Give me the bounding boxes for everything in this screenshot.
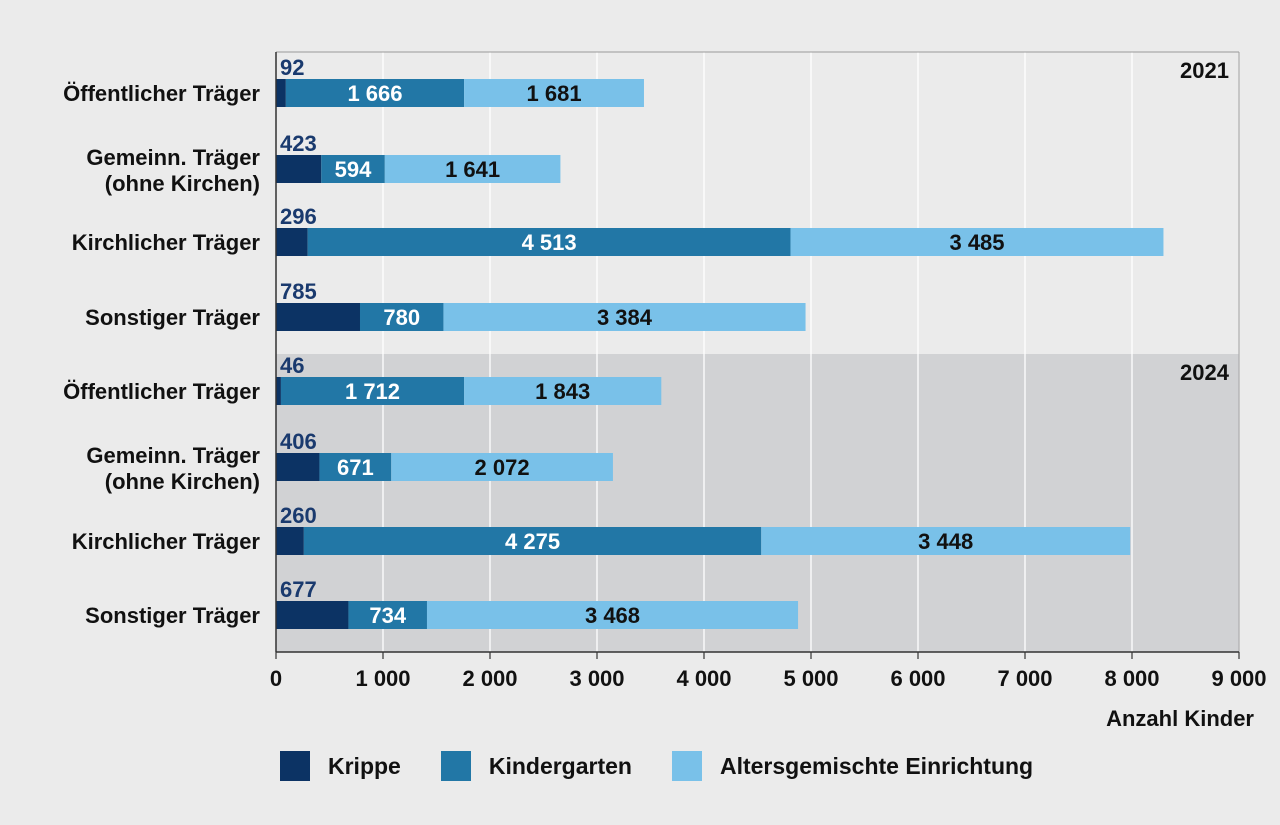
x-tick-label-2: 2 000 xyxy=(462,666,517,691)
bar-2024-3-altersgemischte-einrichtung xyxy=(426,601,799,629)
bar-2021-2-krippe xyxy=(276,228,308,256)
bar-2021-3-kindergarten xyxy=(359,303,444,331)
legend-label-krippe: Krippe xyxy=(328,752,401,779)
bar-2021-3-krippe xyxy=(276,303,360,331)
category-label-2021-1-line-0: Gemeinn. Träger xyxy=(86,145,260,170)
bar-2024-2-krippe xyxy=(276,527,304,555)
data-label-2021-3-0: 785 xyxy=(280,279,317,304)
data-label-2024-0-0: 46 xyxy=(280,353,304,378)
data-label-2021-1-2: 1 641 xyxy=(445,157,500,182)
legend-item-krippe: Krippe xyxy=(280,751,401,781)
data-label-2024-0-2: 1 843 xyxy=(535,379,590,404)
legend-item-kindergarten: Kindergarten xyxy=(440,751,632,781)
data-label-2024-2-1: 4 275 xyxy=(505,529,560,554)
data-label-2024-3-2: 3 468 xyxy=(585,603,640,628)
data-label-2021-0-1: 1 666 xyxy=(347,81,402,106)
year-label-2021: 2021 xyxy=(1180,58,1229,83)
bar-2024-2-kindergarten xyxy=(303,527,762,555)
bar-2024-1-kindergarten xyxy=(319,453,392,481)
x-tick-label-1: 1 000 xyxy=(355,666,410,691)
data-label-2024-2-2: 3 448 xyxy=(918,529,973,554)
data-label-2021-0-2: 1 681 xyxy=(527,81,582,106)
bar-2021-0-kindergarten xyxy=(285,79,465,107)
bar-2021-3-altersgemischte-einrichtung xyxy=(443,303,806,331)
x-tick-label-5: 5 000 xyxy=(783,666,838,691)
legend-label-altersgemischte-einrichtung: Altersgemischte Einrichtung xyxy=(719,752,1034,779)
data-label-2024-0-1: 1 712 xyxy=(345,379,400,404)
bar-2024-1-krippe xyxy=(276,453,320,481)
bar-2021-1-altersgemischte-einrichtung xyxy=(384,155,561,183)
category-label-2021-3: Sonstiger Träger xyxy=(85,305,260,330)
legend: Krippe Kindergarten Altersgemischte Einr… xyxy=(280,748,1073,784)
category-label-2024-0: Öffentlicher Träger xyxy=(63,379,260,404)
category-label-2021-1-line-1: (ohne Kirchen) xyxy=(105,171,260,196)
bar-2021-2-kindergarten xyxy=(307,228,791,256)
x-tick-label-7: 7 000 xyxy=(997,666,1052,691)
category-label-2024-3: Sonstiger Träger xyxy=(85,603,260,628)
bar-2024-3-krippe xyxy=(276,601,349,629)
x-tick-label-9: 9 000 xyxy=(1211,666,1266,691)
data-label-2021-3-1: 780 xyxy=(383,305,420,330)
data-label-2024-1-0: 406 xyxy=(280,429,317,454)
bar-2021-2-altersgemischte-einrichtung xyxy=(790,228,1164,256)
data-label-2024-3-1: 734 xyxy=(369,603,406,628)
legend-item-altersgemischte-einrichtung: Altersgemischte Einrichtung xyxy=(671,751,1034,781)
data-label-2021-2-2: 3 485 xyxy=(949,230,1004,255)
legend-swatch-altersgemischte-einrichtung xyxy=(671,751,702,781)
data-label-2024-1-2: 2 072 xyxy=(475,455,530,480)
year-label-2024: 2024 xyxy=(1180,360,1230,385)
legend-label-kindergarten: Kindergarten xyxy=(488,752,632,779)
x-tick-label-3: 3 000 xyxy=(569,666,624,691)
data-label-2024-3-0: 677 xyxy=(280,577,317,602)
bar-2024-3-kindergarten xyxy=(348,601,427,629)
bar-2024-2-altersgemischte-einrichtung xyxy=(761,527,1131,555)
bar-2024-0-krippe xyxy=(276,377,281,405)
data-label-2021-3-2: 3 384 xyxy=(597,305,653,330)
data-label-2021-1-1: 594 xyxy=(335,157,372,182)
data-label-2021-0-0: 92 xyxy=(280,55,304,80)
bar-2021-0-krippe xyxy=(276,79,286,107)
category-label-2021-2: Kirchlicher Träger xyxy=(72,230,261,255)
bar-2021-1-krippe xyxy=(276,155,322,183)
data-label-2021-2-0: 296 xyxy=(280,204,317,229)
bar-2021-0-altersgemischte-einrichtung xyxy=(464,79,644,107)
category-label-2024-1-line-1: (ohne Kirchen) xyxy=(105,469,260,494)
bar-2024-0-altersgemischte-einrichtung xyxy=(464,377,662,405)
data-label-2021-1-0: 423 xyxy=(280,131,317,156)
bar-2021-1-kindergarten xyxy=(321,155,385,183)
x-tick-label-4: 4 000 xyxy=(676,666,731,691)
bar-2024-1-altersgemischte-einrichtung xyxy=(391,453,613,481)
legend-swatch-kindergarten xyxy=(440,751,471,781)
data-label-2024-1-1: 671 xyxy=(337,455,374,480)
category-label-2024-1-line-0: Gemeinn. Träger xyxy=(86,443,260,468)
x-tick-label-0: 0 xyxy=(270,666,282,691)
data-label-2021-2-1: 4 513 xyxy=(522,230,577,255)
bar-2024-0-kindergarten xyxy=(280,377,465,405)
data-label-2024-2-0: 260 xyxy=(280,503,317,528)
category-label-2024-2: Kirchlicher Träger xyxy=(72,529,261,554)
legend-swatch-krippe xyxy=(280,751,310,781)
x-tick-label-6: 6 000 xyxy=(890,666,945,691)
x-tick-label-8: 8 000 xyxy=(1104,666,1159,691)
x-axis-title: Anzahl Kinder xyxy=(1106,706,1254,731)
category-label-2021-0: Öffentlicher Träger xyxy=(63,81,260,106)
